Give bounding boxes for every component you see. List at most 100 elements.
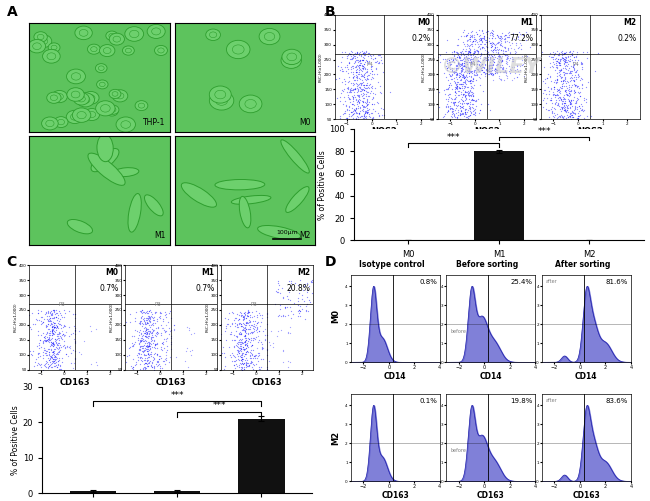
- Point: [149, 350, 159, 358]
- Point: [240, 341, 250, 349]
- Point: [126, 362, 136, 370]
- Point: [456, 64, 466, 72]
- Point: [231, 327, 241, 335]
- Point: [452, 53, 462, 61]
- Point: [556, 48, 566, 56]
- Point: [443, 93, 454, 101]
- Point: [47, 351, 57, 359]
- Point: [43, 320, 53, 328]
- Point: [43, 325, 53, 333]
- Ellipse shape: [88, 153, 125, 185]
- Point: [582, 48, 592, 56]
- Point: [47, 323, 57, 331]
- Point: [478, 34, 488, 42]
- X-axis label: CD163: CD163: [382, 490, 409, 499]
- Point: [51, 361, 62, 369]
- Point: [560, 87, 570, 95]
- Point: [450, 85, 460, 93]
- Point: [370, 58, 380, 66]
- Point: [553, 49, 564, 57]
- Point: [492, 69, 502, 77]
- Point: [462, 100, 472, 108]
- Point: [48, 359, 58, 367]
- Point: [454, 85, 465, 93]
- Point: [338, 67, 348, 75]
- Point: [253, 318, 263, 326]
- Point: [554, 61, 565, 69]
- Point: [514, 28, 525, 36]
- Point: [357, 72, 367, 80]
- Point: [450, 73, 461, 81]
- Point: [138, 316, 149, 324]
- Point: [558, 50, 569, 58]
- Point: [142, 341, 152, 349]
- Point: [557, 104, 567, 112]
- Point: [562, 106, 573, 114]
- Point: [469, 106, 479, 114]
- Point: [563, 53, 573, 61]
- Point: [350, 93, 361, 101]
- Point: [133, 349, 144, 357]
- Point: [140, 332, 150, 340]
- Point: [457, 109, 467, 117]
- Point: [254, 328, 265, 336]
- Point: [184, 326, 194, 334]
- Point: [463, 103, 474, 111]
- Point: [463, 54, 473, 62]
- Point: [491, 65, 501, 73]
- Point: [564, 64, 574, 72]
- Point: [183, 363, 194, 371]
- Point: [480, 72, 490, 80]
- Point: [354, 110, 365, 118]
- Point: [507, 55, 517, 63]
- Point: [468, 77, 478, 85]
- Point: [144, 307, 155, 315]
- Point: [559, 115, 569, 123]
- Point: [260, 336, 270, 344]
- Point: [225, 351, 235, 359]
- Point: [551, 98, 562, 106]
- Point: [547, 103, 558, 111]
- Point: [299, 282, 309, 290]
- Point: [490, 66, 501, 74]
- Point: [454, 91, 464, 99]
- Point: [488, 46, 498, 54]
- Point: [513, 68, 523, 76]
- Point: [18, 364, 28, 372]
- Point: [331, 75, 341, 83]
- Point: [35, 336, 46, 344]
- Text: 100μm: 100μm: [276, 229, 298, 234]
- Point: [262, 363, 272, 371]
- Point: [301, 307, 311, 315]
- Point: [566, 83, 576, 91]
- Point: [240, 337, 250, 345]
- Point: [480, 36, 490, 44]
- Point: [569, 109, 579, 117]
- Point: [124, 351, 135, 359]
- Point: [116, 307, 126, 315]
- Point: [452, 83, 462, 91]
- Point: [343, 78, 353, 86]
- Point: [240, 356, 250, 364]
- Point: [54, 330, 64, 338]
- Point: [304, 282, 315, 290]
- Point: [557, 112, 567, 120]
- Point: [245, 328, 255, 336]
- Point: [149, 326, 159, 334]
- Point: [40, 357, 51, 365]
- Point: [347, 92, 358, 100]
- Point: [554, 66, 565, 74]
- Point: [493, 58, 504, 66]
- Point: [455, 60, 465, 68]
- Point: [45, 317, 55, 325]
- Point: [48, 350, 58, 358]
- Point: [479, 70, 489, 78]
- Point: [57, 331, 67, 339]
- Point: [483, 66, 493, 74]
- Point: [159, 326, 170, 334]
- Point: [556, 77, 566, 85]
- Point: [489, 69, 500, 77]
- Point: [51, 321, 61, 329]
- Point: [554, 59, 564, 67]
- Point: [462, 99, 472, 107]
